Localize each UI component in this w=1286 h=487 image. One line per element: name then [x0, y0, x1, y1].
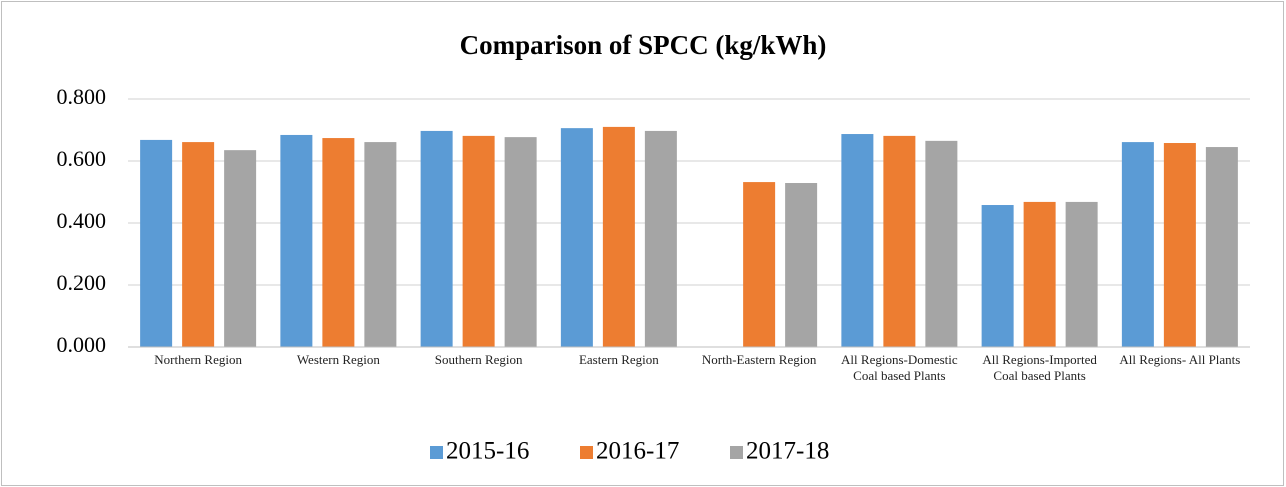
- bar: [841, 134, 874, 347]
- bar: [883, 135, 916, 347]
- bar: [280, 134, 313, 347]
- bar: [785, 183, 818, 347]
- bar: [364, 142, 397, 347]
- bar: [420, 130, 453, 347]
- x-tick-label: Southern Region: [434, 352, 523, 367]
- bar: [504, 137, 537, 347]
- bar: [1163, 143, 1196, 347]
- legend-swatch: [430, 446, 443, 459]
- bar: [743, 182, 776, 347]
- x-tick-label: All Regions- All Plants: [1119, 352, 1241, 367]
- bar: [182, 142, 215, 347]
- bar: [1023, 201, 1056, 347]
- bar: [981, 205, 1014, 347]
- y-tick-label: 0.600: [57, 146, 107, 171]
- bar: [224, 150, 257, 347]
- y-tick-label: 0.200: [57, 270, 107, 295]
- bar: [644, 130, 677, 347]
- y-tick-label: 0.800: [57, 84, 107, 109]
- bar: [1121, 142, 1154, 347]
- x-tick-label: Eastern Region: [578, 352, 659, 367]
- x-tick-label: Western Region: [296, 352, 380, 367]
- bar: [322, 138, 355, 347]
- y-tick-label: 0.000: [57, 332, 107, 357]
- x-tick-label: All Regions-Domestic Coal based Plants: [841, 352, 958, 383]
- x-tick-label: All Regions-Imported Coal based Plants: [982, 352, 1097, 383]
- legend-swatch: [730, 446, 743, 459]
- legend-label: 2017-18: [746, 438, 829, 465]
- bar: [462, 135, 495, 347]
- bar: [1205, 147, 1238, 347]
- legend-swatch: [580, 446, 593, 459]
- x-tick-label: Northern Region: [154, 352, 242, 367]
- chart-title: Comparison of SPCC (kg/kWh): [460, 30, 827, 60]
- bar: [602, 126, 635, 348]
- legend-label: 2015-16: [446, 438, 529, 465]
- bar: [1065, 201, 1098, 347]
- y-tick-label: 0.400: [57, 208, 107, 233]
- bar: [140, 139, 173, 347]
- bar: [925, 140, 958, 347]
- bar: [560, 128, 593, 347]
- legend-label: 2016-17: [596, 438, 679, 465]
- x-tick-label: North-Eastern Region: [701, 352, 817, 367]
